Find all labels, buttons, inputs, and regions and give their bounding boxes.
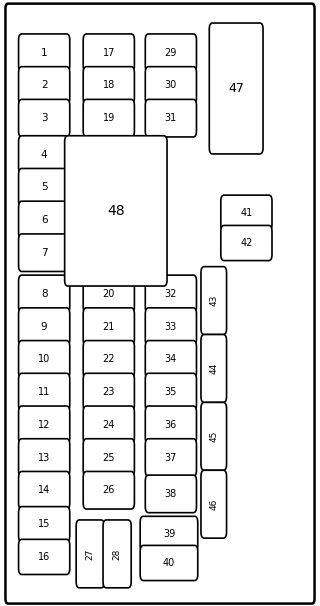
FancyBboxPatch shape [19,471,70,509]
Text: 40: 40 [163,558,175,568]
FancyBboxPatch shape [140,516,198,551]
Text: 31: 31 [165,113,177,123]
Text: 15: 15 [38,519,50,529]
FancyBboxPatch shape [201,267,227,335]
FancyBboxPatch shape [201,470,227,538]
Text: 29: 29 [165,48,177,58]
FancyBboxPatch shape [76,520,104,588]
FancyBboxPatch shape [83,439,134,476]
FancyBboxPatch shape [19,67,70,104]
FancyBboxPatch shape [19,439,70,476]
Text: 42: 42 [240,238,252,248]
FancyBboxPatch shape [19,308,70,345]
FancyBboxPatch shape [19,99,70,137]
FancyBboxPatch shape [145,308,196,345]
FancyBboxPatch shape [19,406,70,444]
FancyBboxPatch shape [5,4,315,604]
Text: 12: 12 [38,420,50,430]
FancyBboxPatch shape [145,439,196,476]
Text: 5: 5 [41,182,47,192]
Text: 38: 38 [165,489,177,499]
Text: 27: 27 [86,548,95,559]
Text: 25: 25 [102,453,115,462]
Text: 23: 23 [103,387,115,397]
Text: 7: 7 [41,248,47,258]
FancyBboxPatch shape [145,341,196,378]
FancyBboxPatch shape [201,335,227,402]
FancyBboxPatch shape [83,308,134,345]
Text: 2: 2 [41,81,47,90]
FancyBboxPatch shape [83,406,134,444]
FancyBboxPatch shape [19,168,70,206]
FancyBboxPatch shape [145,99,196,137]
Text: 3: 3 [41,113,47,123]
Text: 43: 43 [209,295,218,306]
Text: 19: 19 [103,113,115,123]
Text: 9: 9 [41,322,47,331]
Text: 16: 16 [38,552,50,562]
FancyBboxPatch shape [145,275,196,313]
Text: 20: 20 [103,289,115,299]
FancyBboxPatch shape [221,195,272,230]
FancyBboxPatch shape [19,234,70,271]
Text: 13: 13 [38,453,50,462]
FancyBboxPatch shape [221,225,272,261]
FancyBboxPatch shape [19,341,70,378]
Text: 22: 22 [102,355,115,364]
Text: 30: 30 [165,81,177,90]
FancyBboxPatch shape [145,67,196,104]
Text: 45: 45 [209,431,218,442]
FancyBboxPatch shape [83,67,134,104]
Text: 6: 6 [41,215,47,225]
Text: 18: 18 [103,81,115,90]
Text: 14: 14 [38,485,50,495]
Text: 24: 24 [103,420,115,430]
FancyBboxPatch shape [83,471,134,509]
Text: 8: 8 [41,289,47,299]
FancyBboxPatch shape [19,201,70,239]
FancyBboxPatch shape [201,402,227,470]
Text: 11: 11 [38,387,50,397]
Text: 10: 10 [38,355,50,364]
Text: 17: 17 [103,48,115,58]
FancyBboxPatch shape [83,99,134,137]
FancyBboxPatch shape [145,373,196,411]
Text: 46: 46 [209,499,218,510]
FancyBboxPatch shape [65,136,167,286]
FancyBboxPatch shape [103,520,131,588]
Text: 47: 47 [228,82,244,95]
Text: 41: 41 [240,208,252,218]
Text: 32: 32 [165,289,177,299]
FancyBboxPatch shape [19,275,70,313]
FancyBboxPatch shape [19,136,70,173]
Text: 4: 4 [41,150,47,159]
FancyBboxPatch shape [83,34,134,72]
Text: 34: 34 [165,355,177,364]
FancyBboxPatch shape [19,507,70,542]
FancyBboxPatch shape [19,539,70,574]
Text: 48: 48 [107,204,125,218]
FancyBboxPatch shape [83,275,134,313]
Text: 35: 35 [165,387,177,397]
Text: 33: 33 [165,322,177,331]
FancyBboxPatch shape [19,34,70,72]
Text: 37: 37 [165,453,177,462]
FancyBboxPatch shape [209,23,263,154]
FancyBboxPatch shape [19,373,70,411]
Text: 21: 21 [103,322,115,331]
FancyBboxPatch shape [83,373,134,411]
Text: 26: 26 [103,485,115,495]
FancyBboxPatch shape [145,406,196,444]
Text: 39: 39 [163,529,175,539]
Text: 36: 36 [165,420,177,430]
Text: 28: 28 [113,548,122,559]
FancyBboxPatch shape [145,475,196,513]
Text: 1: 1 [41,48,47,58]
FancyBboxPatch shape [145,34,196,72]
FancyBboxPatch shape [140,545,198,581]
FancyBboxPatch shape [83,341,134,378]
Text: 44: 44 [209,363,218,374]
